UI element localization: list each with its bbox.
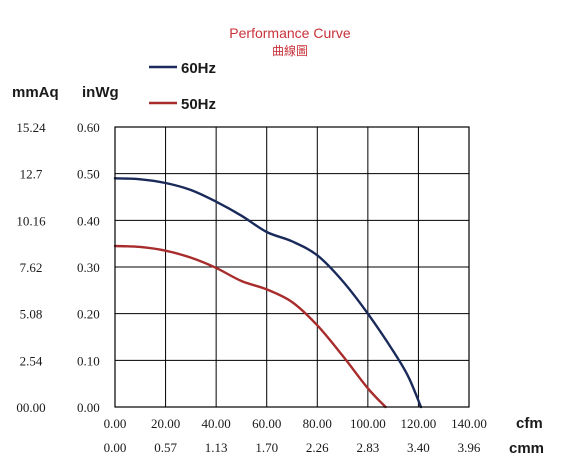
- y-tick-mmaq: 10.16: [16, 213, 46, 228]
- x-tick-cmm: 2.26: [306, 440, 329, 455]
- legend-label-60hz: 60Hz: [181, 60, 216, 77]
- y-tick-inwg: 0.30: [77, 260, 100, 275]
- x-tick-cfm: 20.00: [151, 416, 180, 431]
- y-tick-inwg: 0.20: [77, 307, 100, 322]
- y-tick-inwg: 0.10: [77, 353, 100, 368]
- ylabel-inwg: inWg: [82, 84, 119, 101]
- tick-labels: 0.00 20.00 40.00 60.00 80.00 100.00 120.00 140.…: [16, 120, 487, 455]
- series-line-0: [113, 177, 423, 409]
- x-tick-cfm: 80.00: [303, 416, 332, 431]
- xlabel-cfm: cfm: [516, 415, 543, 432]
- y-tick-mmaq: 15.24: [16, 120, 46, 135]
- plot-frame: [114, 126, 470, 408]
- x-tick-cfm: 140.00: [451, 416, 487, 431]
- x-tick-cmm: 3.40: [407, 440, 430, 455]
- x-tick-cfm: 120.00: [401, 416, 437, 431]
- chart-subtitle: 曲線圖: [272, 43, 308, 58]
- y-tick-inwg: 0.00: [77, 400, 100, 415]
- x-tick-cmm: 3.96: [458, 440, 481, 455]
- x-tick-cmm: 1.13: [205, 440, 228, 455]
- y-tick-inwg: 0.40: [77, 213, 100, 228]
- x-tick-cfm: 60.00: [252, 416, 281, 431]
- x-tick-cmm: 0.57: [154, 440, 177, 455]
- y-tick-mmaq: 5.08: [20, 307, 43, 322]
- y-tick-inwg: 0.50: [77, 167, 100, 182]
- ylabel-mmaq: mmAq: [12, 84, 59, 101]
- y-tick-mmaq: 00.00: [16, 400, 45, 415]
- x-tick-cfm: 0.00: [104, 416, 127, 431]
- x-tick-cmm: 1.70: [255, 440, 278, 455]
- chart-title: Performance Curve: [229, 25, 351, 41]
- series-lines: [113, 177, 423, 409]
- y-tick-mmaq: 2.54: [20, 353, 43, 368]
- x-tick-cmm: 2.83: [356, 440, 379, 455]
- xlabel-cmm: cmm: [509, 440, 544, 457]
- x-tick-cfm: 40.00: [202, 416, 231, 431]
- y-tick-mmaq: 7.62: [20, 260, 43, 275]
- y-tick-inwg: 0.60: [77, 120, 100, 135]
- legend: 60Hz 50Hz: [149, 60, 216, 113]
- x-tick-cmm: 0.00: [104, 440, 127, 455]
- series-line-1: [113, 244, 387, 409]
- y-tick-mmaq: 12.7: [20, 167, 43, 182]
- legend-label-50hz: 50Hz: [181, 96, 216, 113]
- grid: [115, 127, 469, 407]
- x-tick-cfm: 100.00: [350, 416, 386, 431]
